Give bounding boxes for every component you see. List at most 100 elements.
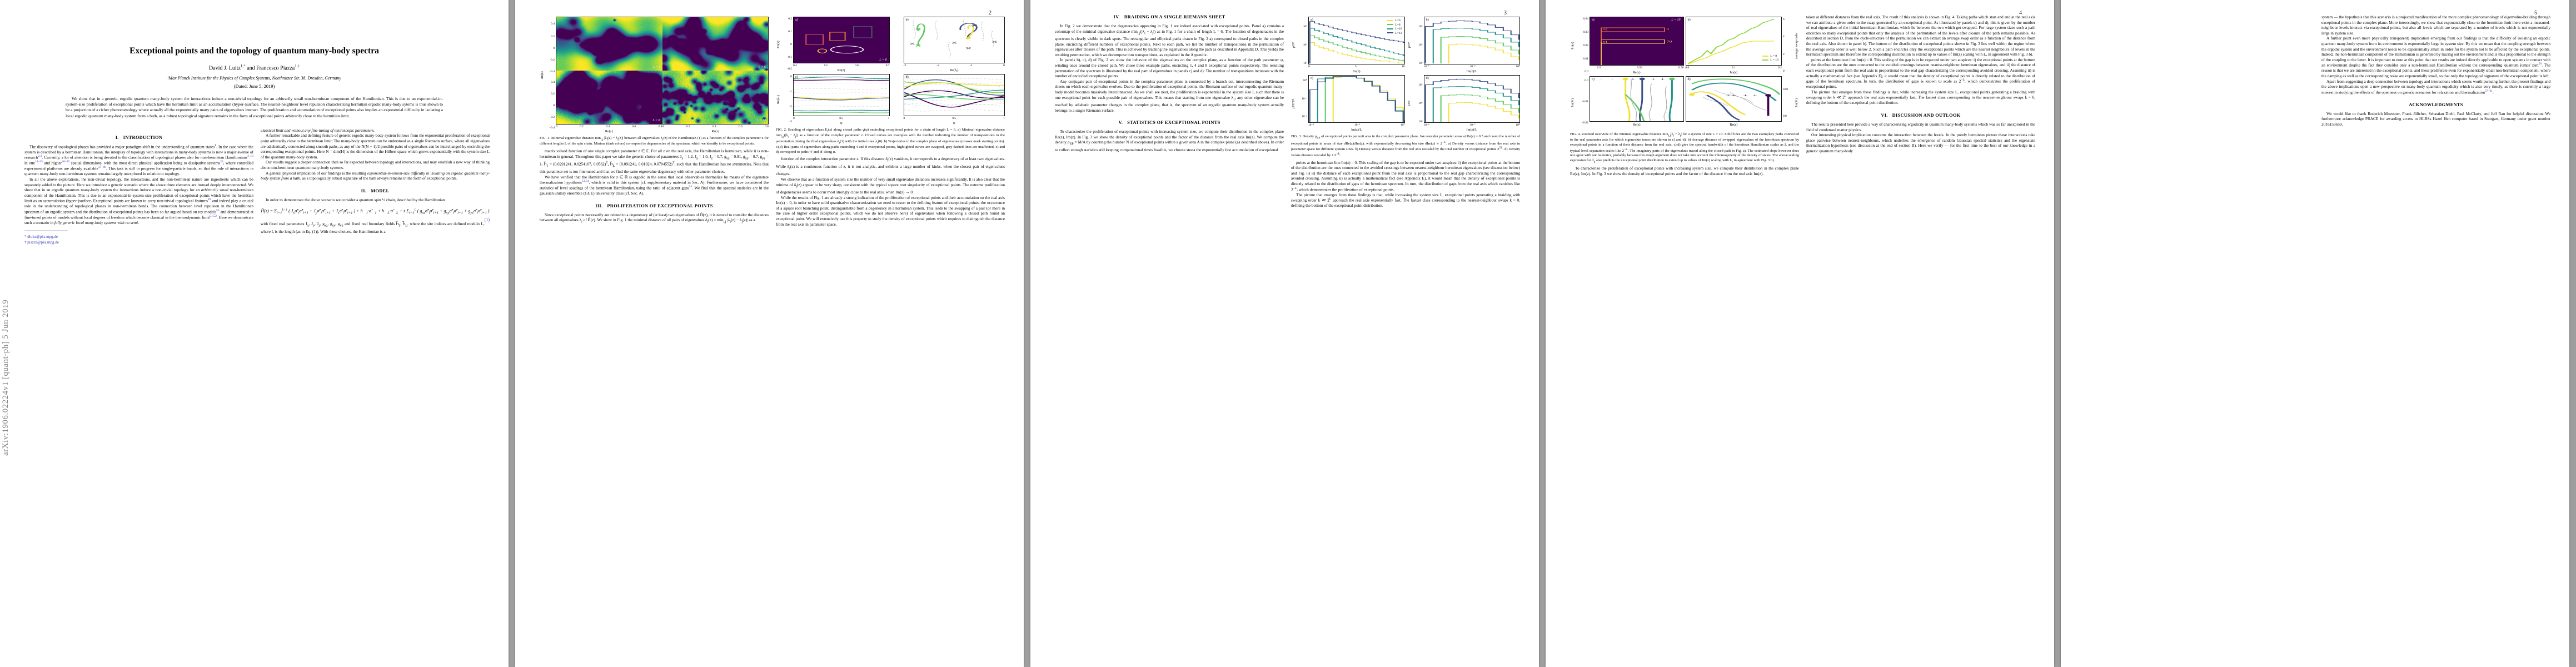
figure-caption-text: Zoomed overview of the minimal eigenvalu… — [1570, 132, 1799, 162]
column-right: classical limit and without any fine-tun… — [261, 128, 490, 246]
svg-text:+: + — [1599, 78, 1603, 82]
figure-label: FIG. 2. — [776, 128, 787, 132]
legend-swatch — [1387, 20, 1393, 21]
paragraph: To characterize the proliferation of exc… — [1570, 166, 1799, 176]
figure-1-x-ticks-right: 0 0.2 0.4 0.6 0.8 Re(z) — [662, 125, 769, 133]
panel-b-y-axis-title: ρEP — [1407, 17, 1412, 73]
section-title: BRAIDING ON A SINGLE RIEMANN SHEET — [1124, 14, 1225, 19]
tick-label: 0.0 — [1783, 115, 1787, 118]
tick-label: 10 — [1402, 65, 1404, 68]
section-title: ACKNOWLEDGMENTS — [2409, 102, 2463, 107]
section-number: III. — [595, 203, 602, 208]
panel-c-step-curves — [1309, 76, 1404, 122]
tick-label: 0.56 — [1678, 66, 1683, 69]
panel-letter: d) — [1688, 77, 1691, 81]
tick-label: -0.02 — [1582, 121, 1588, 125]
figure-1-x-ticks-left: 0 0.2 0.4 0.6 0.8 Re(z) — [556, 125, 662, 133]
tick-label: 0.0 — [1686, 66, 1690, 69]
panel-letter: b) — [906, 18, 909, 22]
paragraph: Since exceptional points necessarily are… — [540, 212, 769, 225]
tick-label: 4 — [1783, 35, 1785, 38]
panel-d: d) — [1686, 76, 1782, 122]
figure-label: FIG. 1. — [540, 136, 550, 140]
tick-label: 0 — [1003, 64, 1005, 67]
svg-text:+: + — [1651, 78, 1656, 82]
tick-label: 0 — [556, 125, 557, 128]
page-title: Exceptional points and the topology of q… — [33, 46, 475, 56]
panel-ref: c) — [1603, 40, 1607, 43]
svg-text:+: + — [1631, 78, 1635, 82]
figure-3-panel-c-wrap: ρEP/2²ᴸ 10⁰ 10⁻¹ 10⁻² c) — [1291, 75, 1405, 132]
paragraph: A further point even more physically tra… — [2321, 36, 2550, 78]
panel-c-eigenvalue-traces: +++ ++ — [1590, 77, 1683, 121]
panel-c-y-ticks: 0.0 -0.01 -0.02 — [1575, 76, 1590, 130]
footnote-email-1[interactable]: * dluitz@pks.mpg.de — [24, 234, 253, 240]
legend-swatch — [1387, 24, 1393, 25]
paragraph: matrix valued function of one single com… — [540, 148, 769, 174]
figure-2-panel-a-wrap: Im(z) 0.2 0.1 0 -0.1 -0.2 — [776, 17, 890, 72]
paragraph: taken at different distances from the re… — [1806, 14, 2035, 57]
tick-label: -2 — [936, 64, 939, 67]
figure-3: ρEP 10⁶ 10⁴ 10² a) — [1291, 17, 1520, 158]
figure-4-panel-b-wrap: b) L = 8 L = 10 — [1686, 17, 1800, 74]
multipage-paper-viewport[interactable]: arXiv:1906.02224v1 [quant-ph] 5 Jun 2019… — [0, 0, 2576, 667]
panel-b-x-axis-title: Im(z) — [1686, 71, 1782, 74]
tick-label: 0.6 — [632, 125, 636, 128]
panel-a-x-axis-title: Re(z) — [793, 68, 890, 72]
tick-label: 0 — [793, 117, 795, 120]
panel-ref: d) — [1603, 28, 1607, 31]
arxiv-stamp: arXiv:1906.02224v1 [quant-ph] 5 Jun 2019 — [1, 167, 17, 456]
svg-text:+: + — [1752, 94, 1757, 98]
legend-entry: L=12 — [1387, 32, 1402, 36]
panel-annotation: L = 6 — [759, 66, 766, 69]
paragraph: In Fig. 2 we demonstrate that the degene… — [1055, 23, 1284, 57]
panel-letter: c) — [1592, 77, 1595, 81]
tick-label: 5 — [1355, 65, 1357, 68]
panel-d-y-ticks: 10⁶ 10⁴ 10² — [1412, 75, 1424, 132]
figure-2: Im(z) 0.2 0.1 0 -0.1 -0.2 — [776, 17, 1005, 155]
tick-label: 10⁶ — [1303, 25, 1307, 28]
panel-c: c) — [1308, 75, 1405, 123]
tick-label: 0.4 — [606, 125, 610, 128]
footnote-email-2[interactable]: † piazza@pks.mpg.de — [24, 240, 253, 246]
tick-label: 0.4 — [551, 81, 555, 84]
tick-label: -0.2 — [550, 58, 555, 62]
column-right: Im(z) 0.2 0.1 0 -0.1 -0.2 — [776, 14, 1005, 227]
tick-label: 0.5 — [952, 117, 956, 120]
svg-text:+: + — [1705, 94, 1709, 98]
panel-a-y-ticks: 0.2 0.1 0 -0.1 -0.2 — [781, 17, 793, 72]
rect-label: 70 — [1666, 40, 1672, 43]
rect-label: 9 — [1666, 28, 1669, 31]
legend-swatch — [1387, 28, 1393, 29]
svg-text:+: + — [1661, 78, 1665, 82]
figure-caption-text: Braiding of eigenvalues Ei(z) along clos… — [776, 128, 1005, 154]
panel-d-eigenvalue-traces: +++ ++ — [1686, 77, 1782, 121]
equation-body: Ĥ(z) = Σi=1L−1 ( Jxσ̂xiσ̂xi+1 + Jyσ̂yiσ̂… — [261, 208, 489, 213]
panel-c-x-ticks: 0 0.5 1 — [793, 116, 890, 120]
panel-annotation: L = 10 — [757, 119, 766, 122]
panel-c-x-ticks: 10⁻⁴ 10⁻² 10⁰ — [1308, 123, 1405, 127]
panel-d-eigenvalue-traces — [904, 74, 1005, 116]
tick-label: 10⁴ — [1303, 43, 1307, 47]
panel-b-y-ticks — [891, 17, 904, 72]
paragraph: Our interesting physical implication con… — [1806, 132, 2035, 153]
figure-4: Im(z) 0.04 0.03 0.02 0.01 0.0 — [1570, 17, 1799, 164]
panel-a-x-axis-title: Im(z) — [1308, 69, 1405, 73]
panel-c-y-ticks: 0 -1 -2 -3 — [781, 74, 793, 125]
panel-d: d) — [1424, 75, 1521, 123]
heatmap-panel: L = 8 — [556, 71, 662, 124]
tick-label: 0.8 — [765, 125, 769, 128]
heatmap-panel: L = 10 — [662, 71, 769, 124]
figure-3-panel-d-wrap: ρEP 10⁶ 10⁴ 10² d) — [1407, 75, 1521, 132]
panel-a: a) L = 10 9 70 d) — [1590, 17, 1684, 66]
two-column-body: system — the hypothesis that this scenar… — [2085, 14, 2550, 127]
panel-d-y-axis-title: ρEP — [1407, 75, 1412, 132]
tick-label: 10⁴ — [1418, 43, 1422, 47]
figure-2-panel-d-wrap: d) — [891, 74, 1005, 125]
panel-d-x-axis-title: φ — [904, 121, 1005, 125]
figure-3-panel-grid: ρEP 10⁶ 10⁴ 10² a) — [1291, 17, 1520, 132]
paragraph: In panels b), c), d) of Fig. 2 we show t… — [1055, 57, 1284, 78]
tick-label: 10⁴ — [1418, 102, 1422, 105]
tick-label: -0.1 — [787, 56, 792, 59]
panel-b: b) L = 8 L = 10 — [1686, 17, 1782, 66]
